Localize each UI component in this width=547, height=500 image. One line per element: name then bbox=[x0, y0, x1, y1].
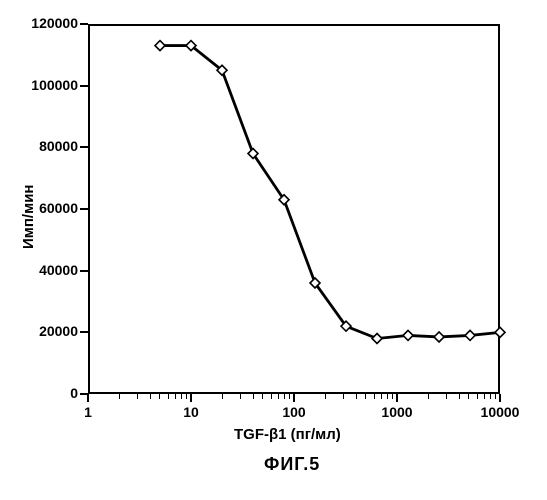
y-tick-mark bbox=[80, 146, 88, 148]
x-minor-tick bbox=[484, 394, 485, 399]
x-minor-tick bbox=[459, 394, 460, 399]
x-minor-tick bbox=[289, 394, 290, 399]
series-line bbox=[160, 46, 500, 339]
x-tick-mark bbox=[499, 394, 501, 402]
y-tick-mark bbox=[80, 208, 88, 210]
x-minor-tick bbox=[137, 394, 138, 399]
y-tick-label: 20000 bbox=[39, 323, 78, 339]
x-minor-tick bbox=[181, 394, 182, 399]
x-minor-tick bbox=[490, 394, 491, 399]
y-tick-label: 40000 bbox=[39, 262, 78, 278]
x-minor-tick bbox=[168, 394, 169, 399]
x-minor-tick bbox=[374, 394, 375, 399]
x-minor-tick bbox=[477, 394, 478, 399]
x-minor-tick bbox=[262, 394, 263, 399]
x-minor-tick bbox=[468, 394, 469, 399]
x-minor-tick bbox=[446, 394, 447, 399]
data-marker bbox=[495, 327, 505, 337]
y-tick-mark bbox=[80, 23, 88, 25]
x-minor-tick bbox=[119, 394, 120, 399]
x-minor-tick bbox=[381, 394, 382, 399]
x-minor-tick bbox=[159, 394, 160, 399]
x-minor-tick bbox=[356, 394, 357, 399]
data-marker bbox=[465, 330, 475, 340]
x-minor-tick bbox=[278, 394, 279, 399]
y-tick-label: 80000 bbox=[39, 138, 78, 154]
x-tick-mark bbox=[87, 394, 89, 402]
x-minor-tick bbox=[271, 394, 272, 399]
data-marker bbox=[372, 334, 382, 344]
x-minor-tick bbox=[253, 394, 254, 399]
y-tick-mark bbox=[80, 270, 88, 272]
x-minor-tick bbox=[240, 394, 241, 399]
x-minor-tick bbox=[428, 394, 429, 399]
y-tick-label: 60000 bbox=[39, 200, 78, 216]
x-minor-tick bbox=[495, 394, 496, 399]
x-minor-tick bbox=[392, 394, 393, 399]
x-minor-tick bbox=[365, 394, 366, 399]
y-tick-mark bbox=[80, 331, 88, 333]
x-tick-label: 1 bbox=[84, 404, 92, 420]
data-marker bbox=[155, 41, 165, 51]
x-tick-label: 100 bbox=[282, 404, 305, 420]
x-tick-mark bbox=[190, 394, 192, 402]
x-tick-label: 1000 bbox=[381, 404, 412, 420]
x-minor-tick bbox=[284, 394, 285, 399]
x-minor-tick bbox=[343, 394, 344, 399]
y-tick-label: 0 bbox=[70, 385, 78, 401]
x-minor-tick bbox=[186, 394, 187, 399]
y-tick-label: 120000 bbox=[31, 15, 78, 31]
x-tick-label: 10000 bbox=[481, 404, 520, 420]
data-marker bbox=[434, 332, 444, 342]
x-tick-mark bbox=[396, 394, 398, 402]
y-tick-label: 100000 bbox=[31, 77, 78, 93]
y-tick-mark bbox=[80, 85, 88, 87]
x-minor-tick bbox=[150, 394, 151, 399]
chart-svg bbox=[0, 0, 547, 500]
x-tick-mark bbox=[293, 394, 295, 402]
x-minor-tick bbox=[325, 394, 326, 399]
x-minor-tick bbox=[222, 394, 223, 399]
x-minor-tick bbox=[387, 394, 388, 399]
data-marker bbox=[403, 330, 413, 340]
x-minor-tick bbox=[175, 394, 176, 399]
x-tick-label: 10 bbox=[183, 404, 199, 420]
figure-container: Имп/мин TGF-β1 (пг/мл) ФИГ.5 02000040000… bbox=[0, 0, 547, 500]
